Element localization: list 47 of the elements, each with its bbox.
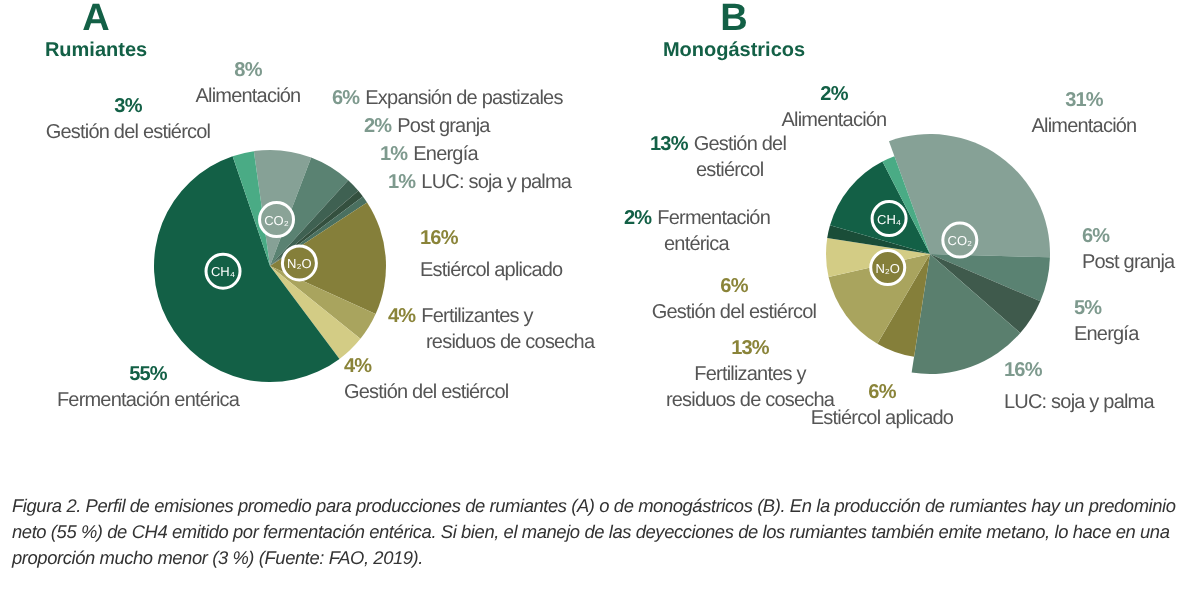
data-label: 55% [129, 364, 168, 386]
data-label: 3% [114, 96, 143, 118]
slice-label: LUC: soja y palma [421, 172, 573, 194]
slice-label: Fermentación entérica [56, 390, 241, 412]
data-label: 6% [720, 276, 749, 298]
data-label: 2% [624, 208, 653, 230]
chart-title: A [80, 0, 112, 40]
slice-label: Fermentación entérica [657, 208, 770, 256]
data-label: 1% [388, 172, 417, 194]
data-label: 16% [1004, 360, 1043, 382]
data-label: 6% [868, 382, 897, 404]
slice-label: Fertilizantes y residuos de cosecha [665, 364, 836, 412]
pie-slice [270, 266, 361, 359]
slice-label: Alimentación [1031, 116, 1137, 138]
slice-label: Gestión del estiércol [693, 134, 787, 182]
data-label: 4% [388, 306, 417, 328]
chart-title: B [718, 0, 750, 40]
slice-label: Gestión del estiércol [651, 302, 817, 324]
data-label: 2% [820, 84, 849, 106]
data-label: 16% [420, 228, 459, 250]
slice-label: Estiércol aplicado [420, 260, 565, 282]
slice-label: Alimentación [195, 86, 301, 108]
slice-label: Energía [1074, 324, 1141, 346]
slice-label: Expansión de pastizales [365, 88, 564, 110]
slice-label: Estiércol aplicado [810, 408, 955, 430]
text: Figura 2. Perfil de emisiones promedio para producciones de rumiantes (A) o de monogástricos (B). En la producción de rumiantes hay un predominio neto (55 %) de CH4 emitido por fermentación entérica. Si bien, el manejo de las deyecciones de los rumiantes también emite metano, lo hace en una proporción mucho menor (3 %) (Fuente: FAO, 2019). [12, 494, 1178, 572]
data-label: 8% [234, 60, 263, 82]
pie-slice [270, 266, 376, 339]
slice-label: Post granja [1082, 252, 1177, 274]
slice-label: Alimentación [781, 110, 887, 132]
data-label: 6% [1082, 226, 1111, 248]
data-label: 31% [1065, 90, 1104, 112]
chart-subtitle: Monogástricos [660, 40, 808, 64]
slice-label: Gestión del estiércol [344, 382, 509, 404]
chart-subtitle: Rumiantes [42, 40, 150, 64]
data-label: 4% [344, 356, 373, 378]
data-label: 6% [332, 88, 361, 110]
data-label: 13% [650, 134, 689, 156]
slice-label: Energía [413, 144, 480, 166]
data-label: 1% [380, 144, 409, 166]
slice-label: LUC: soja y palma [1004, 392, 1156, 414]
data-label: 2% [364, 116, 393, 138]
slice-label: Post granja [397, 116, 492, 138]
data-label: 5% [1074, 298, 1103, 320]
data-label: 13% [731, 338, 770, 360]
slice-label: Fertilizantes y residuos de cosecha [421, 306, 596, 354]
slice-label: Gestión del estiércol [45, 122, 211, 144]
